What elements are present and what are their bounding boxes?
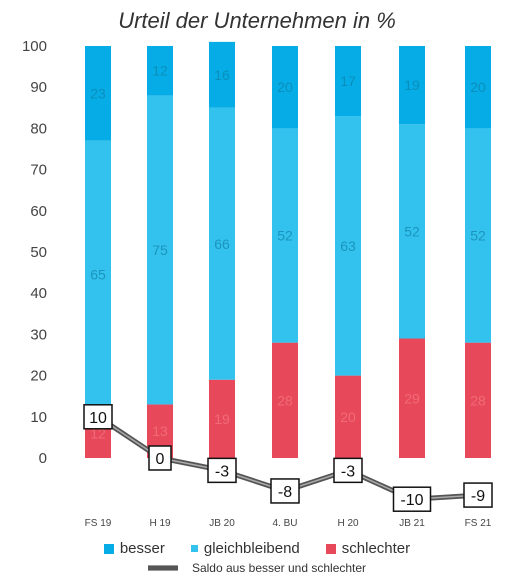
legend-item-schlechter: schlechter <box>325 540 411 557</box>
bar-gleichbleibend <box>147 95 173 405</box>
bar-besser <box>147 46 173 96</box>
bar-besser <box>209 41 235 108</box>
y-tick-label: 0 <box>39 450 47 467</box>
bar-gleichbleibend <box>272 128 298 343</box>
x-tick-label: JB 21 <box>399 518 425 529</box>
bar-schlechter <box>465 342 491 458</box>
saldo-point-label: -10 <box>400 492 423 509</box>
bar-label-gleichbleibend: 63 <box>340 238 356 254</box>
y-tick-label: 100 <box>22 38 47 55</box>
bar-label-gleichbleibend: 65 <box>90 267 106 283</box>
saldo-point-label: 10 <box>89 410 107 427</box>
saldo-point-box <box>148 445 172 471</box>
saldo-point-box <box>207 457 237 484</box>
bar-gleichbleibend <box>335 116 361 376</box>
bar-label-besser: 20 <box>277 79 293 95</box>
saldo-point-box <box>333 457 363 484</box>
bar-besser <box>85 46 111 141</box>
bar-label-schlechter: 19 <box>214 411 230 427</box>
bar-label-schlechter: 28 <box>470 392 486 408</box>
x-tick-label: H 19 <box>149 518 171 529</box>
legend-label-saldo: Saldo aus besser und schlechter <box>191 561 367 575</box>
bar-label-besser: 17 <box>340 73 356 89</box>
legend-label-schlechter: schlechter <box>341 540 411 557</box>
y-tick-label: 90 <box>30 79 47 96</box>
bar-gleichbleibend <box>465 128 491 343</box>
y-tick-label: 20 <box>30 368 47 385</box>
y-tick-label: 80 <box>30 120 47 137</box>
y-tick-label: 30 <box>30 326 47 343</box>
bar-label-besser: 23 <box>90 85 106 101</box>
bar-gleichbleibend <box>209 107 235 380</box>
legend-swatch-besser <box>103 543 114 554</box>
bar-label-gleichbleibend: 66 <box>214 236 230 252</box>
y-tick-label: 40 <box>30 285 47 302</box>
bar-gleichbleibend <box>85 140 111 409</box>
saldo-point-label: -3 <box>341 463 355 480</box>
legend-label-besser: besser <box>119 540 165 557</box>
bar-label-schlechter: 28 <box>277 392 293 408</box>
legend-item-saldo: Saldo aus besser und schlechter <box>147 561 367 575</box>
legend-label-gleichbleibend: gleichbleibend <box>203 540 300 557</box>
bar-besser <box>335 46 361 117</box>
y-tick-label: 10 <box>30 409 47 426</box>
x-tick-label: 4. BU <box>272 518 297 529</box>
bar-label-besser: 20 <box>470 79 486 95</box>
bar-besser <box>465 46 491 129</box>
bar-label-gleichbleibend: 75 <box>152 242 168 258</box>
chart-title: Urteil der Unternehmen in % <box>118 8 396 33</box>
saldo-point-label: -9 <box>471 488 485 505</box>
bar-gleichbleibend <box>399 124 425 339</box>
legend-swatch-saldo <box>147 565 178 571</box>
legend-item-gleichbleibend: gleichbleibend <box>190 540 300 557</box>
x-tick-label: JB 20 <box>209 518 235 529</box>
bar-label-besser: 12 <box>152 63 168 79</box>
y-tick-label: 50 <box>30 244 47 261</box>
saldo-point-box <box>392 486 432 512</box>
bar-label-schlechter: 13 <box>152 423 168 439</box>
x-tick-label: FS 21 <box>465 518 492 529</box>
bar-schlechter <box>335 375 361 458</box>
legend-swatch-schlechter <box>325 543 336 554</box>
saldo-point-label: 0 <box>156 451 165 468</box>
bar-label-gleichbleibend: 52 <box>470 228 486 244</box>
bar-label-gleichbleibend: 52 <box>277 228 293 244</box>
bar-label-besser: 19 <box>404 77 420 93</box>
legend: besser gleichbleibend schlechter Saldo a… <box>0 540 514 575</box>
y-tick-label: 70 <box>30 162 47 179</box>
bar-besser <box>399 46 425 125</box>
saldo-point-label: -8 <box>278 484 292 501</box>
bar-schlechter <box>399 338 425 458</box>
saldo-point-box <box>270 478 300 504</box>
bar-label-besser: 16 <box>214 67 230 83</box>
bar-label-schlechter: 29 <box>404 390 420 406</box>
bar-besser <box>272 46 298 129</box>
bar-schlechter <box>272 342 298 458</box>
bar-label-schlechter: 20 <box>340 409 356 425</box>
x-tick-label: FS 19 <box>85 518 112 529</box>
saldo-point-box <box>83 404 113 430</box>
saldo-point-label: -3 <box>215 463 229 480</box>
bar-schlechter <box>209 379 235 458</box>
legend-item-besser: besser <box>103 540 165 557</box>
saldo-point-box <box>463 482 493 508</box>
legend-swatch-gleichbleibend <box>190 545 198 552</box>
bar-label-gleichbleibend: 52 <box>404 223 420 239</box>
y-tick-label: 60 <box>30 203 47 220</box>
x-tick-label: H 20 <box>337 518 359 529</box>
